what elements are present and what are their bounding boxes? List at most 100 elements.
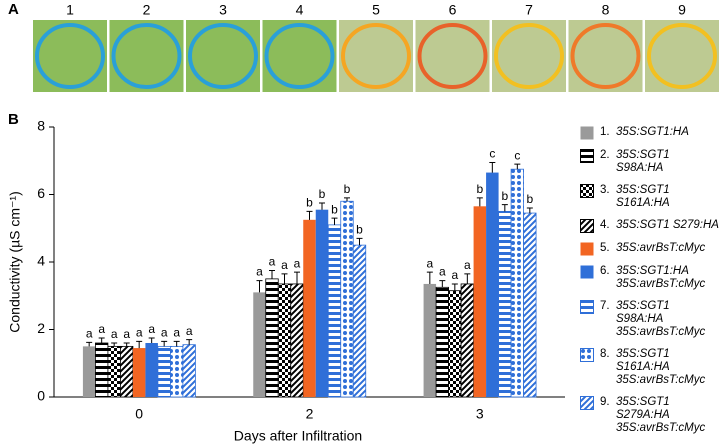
legend-label: 35S:SGT1 S98A:HA (616, 149, 670, 174)
error-bar (173, 340, 180, 347)
legend-number: 2. (600, 149, 610, 161)
error-bar (344, 197, 350, 202)
error-bar (136, 340, 143, 349)
significance-label: a (269, 255, 276, 269)
error-bar (489, 161, 496, 173)
legend-item: 1. 35S:SGT1:HA (580, 126, 719, 140)
legend-item: 5. 35S:avrBsT:cMyc (580, 242, 719, 256)
bar (460, 283, 474, 398)
treatment-circle (647, 23, 717, 89)
treatment-circle (494, 23, 564, 89)
legend-number: 4. (600, 219, 610, 231)
y-axis-label: Conductivity (µS cm⁻¹) (7, 191, 23, 332)
treatment-circle (35, 23, 105, 89)
legend: 1. 35S:SGT1:HA 2. 35S:SGT1 S98A:HA 3. 35S:SGT… (580, 126, 719, 444)
significance-label: a (426, 256, 433, 270)
error-bar (98, 337, 105, 343)
significance-label: b (306, 196, 313, 210)
bar (435, 286, 449, 398)
legend-number: 6. (600, 265, 610, 277)
bar (182, 344, 196, 398)
legend-swatch (580, 265, 594, 279)
significance-label: b (526, 192, 533, 206)
leaf-photo (109, 20, 184, 92)
significance-label: b (476, 182, 483, 196)
bar (303, 219, 316, 397)
leaf-photo (262, 20, 337, 92)
legend-item: 6. 35S:SGT1:HA 35S:avrBsT:cMyc (580, 265, 719, 291)
legend-swatch-fill (580, 219, 594, 233)
significance-label: a (256, 265, 263, 279)
error-bar (526, 207, 533, 214)
treatment-circle (570, 23, 641, 89)
legend-item: 4. 35S:SGT1 S279:HA (580, 219, 719, 233)
leaf-texture (645, 20, 719, 92)
legend-swatch-fill (580, 348, 594, 362)
treatment-circle (111, 23, 182, 89)
significance-label: b (356, 223, 363, 237)
leaf-photo (33, 20, 107, 92)
legend-number: 8. (600, 348, 610, 360)
bar (423, 283, 437, 397)
legend-swatch (580, 126, 594, 140)
significance-label: a (86, 326, 93, 340)
legend-label: 35S:avrBsT:cMyc (616, 242, 706, 254)
bar (327, 224, 342, 398)
leaf-texture (33, 20, 107, 92)
y-tick-label: 2 (37, 320, 45, 336)
error-bar (319, 202, 325, 210)
error-bar (161, 340, 168, 347)
leaf-photo (568, 20, 643, 92)
legend-swatch-fill (580, 149, 594, 163)
error-bar (451, 283, 458, 291)
error-bar (148, 337, 155, 343)
leaf-label: 3 (219, 2, 227, 18)
y-tick-label: 8 (37, 118, 45, 134)
leaf-texture (415, 20, 490, 92)
significance-label: b (331, 202, 338, 216)
leaf-label: 5 (372, 2, 380, 18)
bar (157, 345, 171, 398)
legend-number: 3. (600, 184, 610, 196)
leaf-label: 6 (449, 2, 457, 18)
error-bar (281, 273, 288, 284)
error-bar (464, 273, 471, 284)
significance-label: c (489, 147, 495, 161)
bar (448, 290, 462, 398)
error-bar (306, 210, 313, 220)
leaf-texture (262, 20, 337, 92)
legend-swatch (580, 242, 594, 256)
leaf-label: 9 (678, 2, 686, 18)
significance-label: a (98, 322, 105, 336)
panel-label: B (8, 111, 19, 128)
leaf-label: 1 (66, 2, 74, 18)
significance-label: a (451, 268, 458, 282)
bar (253, 292, 266, 397)
legend-item: 8. 35S:SGT1 S161A:HA 35S:avrBsT:cMyc (580, 348, 719, 387)
significance-label: a (136, 325, 143, 339)
treatment-circle (264, 23, 335, 89)
bar (132, 348, 146, 397)
treatment-circle (188, 23, 258, 89)
y-tick-label: 0 (37, 388, 45, 404)
leaf-texture (492, 20, 566, 92)
bar (170, 345, 184, 398)
x-axis-label: Days after Infiltration (234, 428, 362, 444)
x-tick-label: 0 (135, 406, 143, 422)
legend-label: 35S:SGT1:HA (616, 126, 689, 138)
y-tick-label: 4 (37, 253, 45, 269)
legend-item: 7. 35S:SGT1 S98A:HA 35S:avrBsT:cMyc (580, 300, 719, 339)
legend-swatch-fill (580, 300, 594, 314)
legend-number: 1. (600, 126, 610, 138)
y-tick-label: 6 (37, 185, 45, 201)
legend-swatch (580, 396, 594, 410)
bar (352, 244, 367, 398)
error-bar (256, 280, 263, 293)
treatment-circle (417, 23, 488, 89)
bar (498, 210, 512, 398)
bar (265, 278, 279, 398)
legend-label: 35S:SGT1 S279A:HA 35S:avrBsT:cMyc (616, 396, 706, 434)
legend-swatch (580, 219, 594, 233)
legend-label: 35S:SGT1:HA 35S:avrBsT:cMyc (616, 265, 706, 290)
